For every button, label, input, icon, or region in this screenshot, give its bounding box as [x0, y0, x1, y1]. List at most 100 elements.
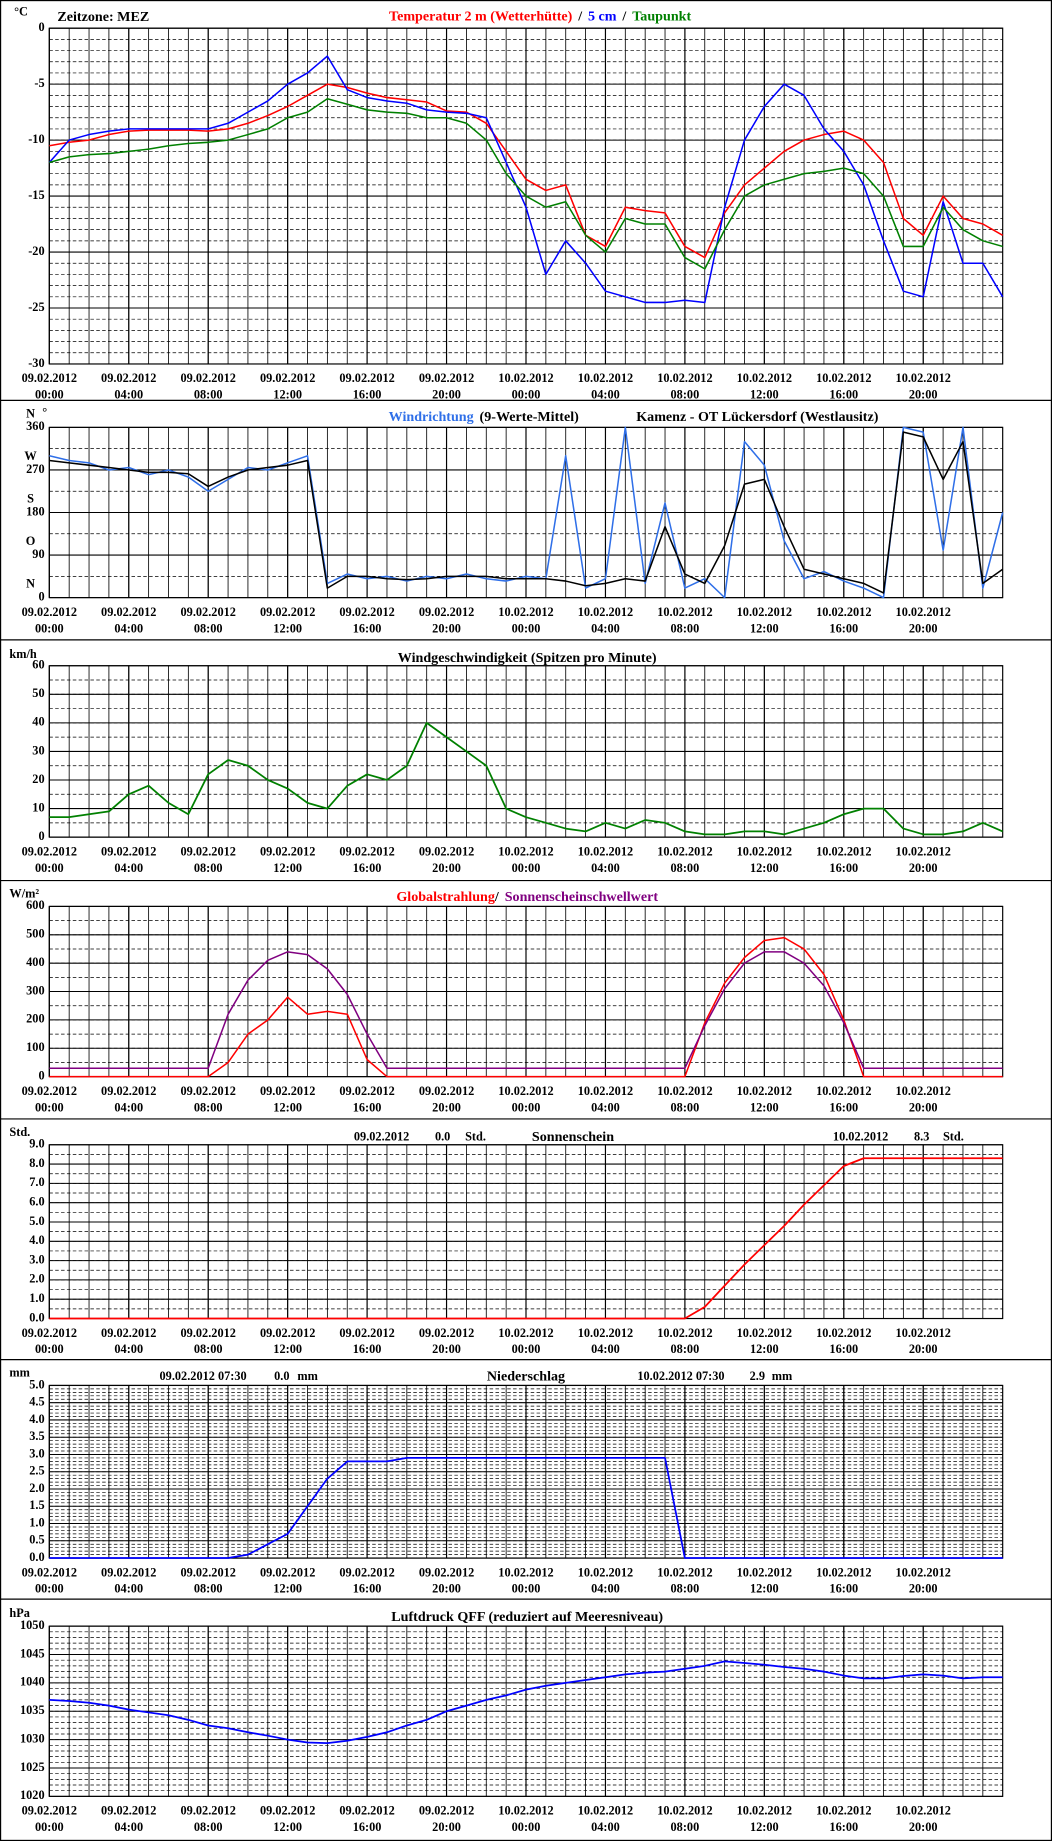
x-tick-label: 10.02.2012 04:00: [578, 1803, 633, 1833]
x-tick-label: 09.02.2012 00:00: [22, 1803, 77, 1833]
y-tick-label: 0.0: [29, 1550, 44, 1564]
y-tick-label: -5: [34, 76, 44, 90]
x-tick-label: 10.02.2012 00:00: [498, 1565, 553, 1595]
y-tick-label: 0: [38, 589, 44, 603]
y-tick-label: 50: [32, 686, 44, 700]
plot-frame: [48, 665, 1004, 838]
data-line: [48, 55, 1004, 304]
y-tick-label: -10: [28, 132, 44, 146]
y-tick-label: 40: [32, 715, 44, 729]
y-tick-label: 1.0: [29, 1515, 44, 1529]
chart-title: Windgeschwindigkeit (Spitzen pro Minute): [398, 650, 657, 666]
x-tick-label: 10.02.2012 16:00: [816, 605, 871, 635]
y-tick-label: 500: [26, 927, 44, 941]
x-tick-label: 10.02.2012 04:00: [578, 1084, 633, 1114]
y-axis-label: °C: [14, 5, 28, 19]
y-tick-label: 0: [38, 20, 44, 34]
total-unit: Std.: [943, 1130, 964, 1144]
x-tick-label: 09.02.2012 16:00: [339, 1326, 394, 1356]
total-date: 09.02.2012 07:30: [160, 1369, 247, 1383]
x-tick-label: 10.02.2012 08:00: [657, 844, 712, 874]
y-tick-label: 0: [38, 1068, 44, 1082]
y-tick-label: 3.5: [29, 1429, 44, 1443]
y-tick-label: -30: [28, 356, 44, 370]
total-unit: Std.: [465, 1130, 486, 1144]
data-line: [49, 1457, 1003, 1559]
y-tick-label: -25: [28, 300, 44, 314]
y-tick-label: 0.5: [29, 1533, 44, 1547]
x-tick-label: 10.02.2012 00:00: [498, 1084, 553, 1114]
chart-title: Niederschlag: [487, 1368, 565, 1384]
y-tick-label: 1040: [20, 1675, 45, 1689]
total-value: 2.9: [750, 1369, 765, 1383]
x-tick-label: 09.02.2012 08:00: [181, 371, 236, 401]
x-tick-label: 10.02.2012 00:00: [498, 371, 553, 401]
y-tick-label: 5.0: [29, 1377, 44, 1391]
y-tick-label: 5.0: [29, 1214, 44, 1228]
y-tick-label: 1035: [20, 1703, 45, 1717]
data-line: [49, 722, 1004, 836]
compass-label: N: [26, 406, 35, 420]
x-tick-label: 10.02.2012 08:00: [657, 1803, 712, 1833]
y-tick-label: 4.5: [29, 1395, 44, 1409]
data-line: [49, 951, 1003, 1069]
x-tick-label: 10.02.2012 00:00: [498, 1326, 553, 1356]
x-tick-label: 09.02.2012 04:00: [101, 371, 156, 401]
x-tick-label: 10.02.2012 16:00: [816, 1803, 871, 1833]
y-tick-label: -15: [28, 188, 44, 202]
x-tick-label: 09.02.2012 20:00: [419, 371, 474, 401]
compass-label: O: [26, 534, 36, 548]
x-tick-label: 09.02.2012 16:00: [339, 1565, 394, 1595]
x-tick-label: 09.02.2012 12:00: [260, 371, 315, 401]
x-tick-label: 09.02.2012 00:00: [22, 844, 77, 874]
x-tick-label: 09.02.2012 08:00: [181, 605, 236, 635]
x-tick-label: 10.02.2012 16:00: [816, 1565, 871, 1595]
total-date: 10.02.2012 07:30: [637, 1369, 724, 1383]
x-tick-label: 10.02.2012 00:00: [498, 1803, 553, 1833]
x-tick-label: 10.02.2012 12:00: [737, 844, 792, 874]
x-tick-label: 09.02.2012 00:00: [22, 1084, 77, 1114]
x-tick-label: 09.02.2012 16:00: [339, 371, 394, 401]
x-tick-label: 10.02.2012 08:00: [657, 605, 712, 635]
x-tick-label: 10.02.2012 04:00: [578, 844, 633, 874]
total-date: 10.02.2012: [833, 1130, 888, 1144]
data-line: [49, 1660, 1003, 1744]
legend-entry: Windrichtung: [389, 409, 474, 425]
x-tick-label: 09.02.2012 20:00: [419, 1565, 474, 1595]
plot-frame: [48, 27, 1004, 365]
total-value: 8.3: [914, 1130, 929, 1144]
total-date: 09.02.2012: [354, 1130, 409, 1144]
x-tick-label: 10.02.2012 08:00: [657, 1565, 712, 1595]
y-tick-label: -20: [28, 244, 44, 258]
x-tick-label: 10.02.2012 20:00: [896, 844, 951, 874]
x-tick-label: 09.02.2012 16:00: [339, 1803, 394, 1833]
compass-label: S: [27, 491, 34, 505]
y-tick-label: 2.5: [29, 1464, 44, 1478]
x-tick-label: 09.02.2012 12:00: [260, 1326, 315, 1356]
y-tick-label: 1045: [20, 1646, 45, 1660]
x-tick-label: 10.02.2012 04:00: [578, 605, 633, 635]
y-tick-label: 6.0: [29, 1195, 44, 1209]
data-line: [49, 83, 1004, 259]
data-line: [49, 936, 1003, 1078]
x-tick-label: 10.02.2012 04:00: [578, 371, 633, 401]
x-tick-label: 09.02.2012 20:00: [419, 1803, 474, 1833]
y-tick-label: 1.0: [29, 1291, 44, 1305]
x-tick-label: 09.02.2012 20:00: [419, 605, 474, 635]
x-tick-label: 10.02.2012 12:00: [737, 605, 792, 635]
x-tick-label: 09.02.2012 20:00: [419, 1084, 474, 1114]
x-tick-label: 10.02.2012 20:00: [896, 1084, 951, 1114]
x-tick-label: 09.02.2012 00:00: [22, 1565, 77, 1595]
compass-label: W: [24, 449, 37, 463]
x-tick-label: 10.02.2012 20:00: [896, 1565, 951, 1595]
x-tick-label: 09.02.2012 12:00: [260, 844, 315, 874]
x-tick-label: 09.02.2012 08:00: [181, 1803, 236, 1833]
x-tick-label: 10.02.2012 04:00: [578, 1326, 633, 1356]
y-tick-label: 360: [26, 419, 44, 433]
x-tick-label: 10.02.2012 08:00: [657, 1084, 712, 1114]
x-tick-label: 10.02.2012 00:00: [498, 844, 553, 874]
y-tick-label: 400: [26, 955, 44, 969]
x-tick-label: 09.02.2012 08:00: [181, 1084, 236, 1114]
y-tick-label: 10: [32, 800, 44, 814]
